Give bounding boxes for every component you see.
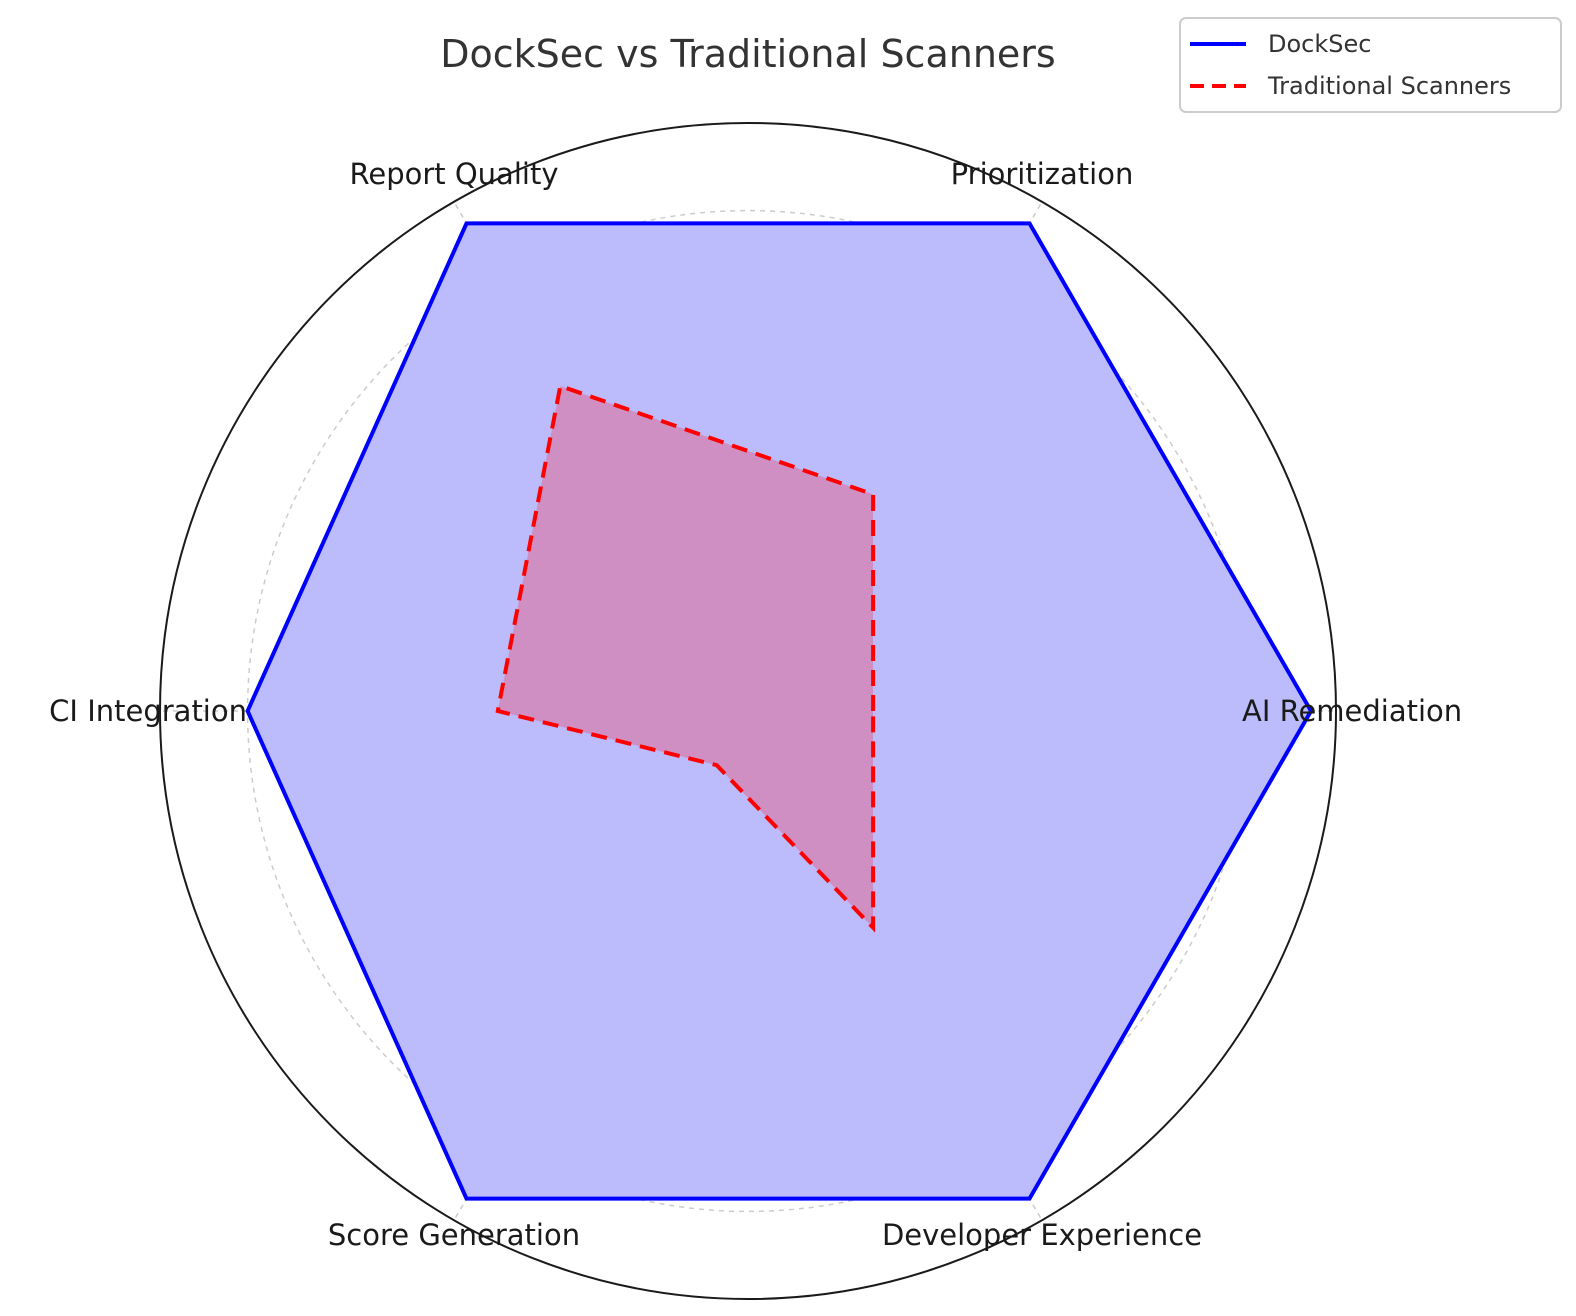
axis-label: Developer Experience bbox=[882, 1218, 1202, 1252]
series-layer bbox=[245, 221, 1314, 1201]
axis-label: Prioritization bbox=[951, 157, 1134, 191]
legend-label-traditional: Traditional Scanners bbox=[1267, 72, 1511, 100]
axis-label: Score Generation bbox=[328, 1218, 580, 1252]
legend-frame bbox=[1179, 17, 1562, 113]
series-line-0 bbox=[245, 221, 1314, 1201]
series-line-1 bbox=[495, 383, 876, 933]
legend-label-docksec: DockSec bbox=[1268, 30, 1371, 58]
axis-label: AI Remediation bbox=[1242, 694, 1462, 728]
legend: DockSec Traditional Scanners bbox=[1179, 17, 1562, 113]
series-area-1 bbox=[497, 386, 874, 928]
axis-label: CI Integration bbox=[49, 694, 247, 728]
axis-label: Report Quality bbox=[350, 157, 559, 191]
axis-labels: AI Remediation Prioritization Report Quali… bbox=[49, 157, 1462, 1252]
chart-title: DockSec vs Traditional Scanners bbox=[440, 32, 1055, 76]
outer-frame bbox=[159, 122, 1337, 1300]
